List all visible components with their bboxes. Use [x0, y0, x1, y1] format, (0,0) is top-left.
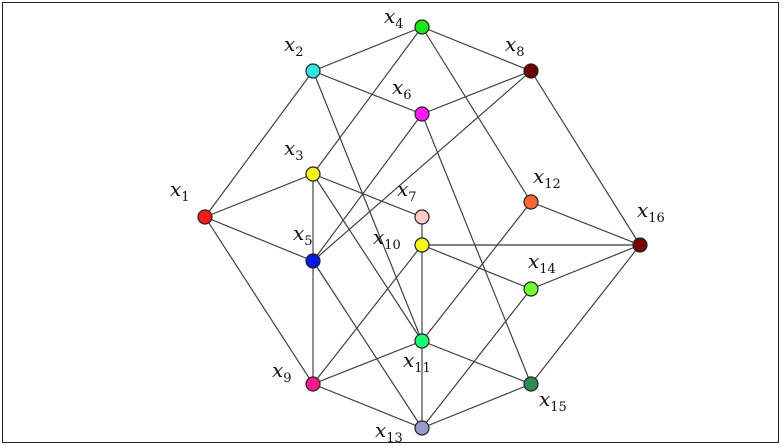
edge-x11-x15: [421, 340, 532, 385]
vertex-x10: [414, 237, 430, 253]
edge-x14-x16: [530, 244, 641, 290]
edge-x3-x7: [312, 173, 423, 218]
vertex-x7: [414, 209, 430, 225]
vertex-label-subscript: 12: [544, 177, 561, 192]
edge-x5-x6: [312, 113, 423, 262]
vertex-label-letter: x: [170, 177, 181, 201]
vertex-label-letter: x: [375, 418, 386, 442]
vertex-label-subscript: 9: [283, 371, 291, 386]
diagram-frame: [2, 2, 779, 443]
vertex-label-x15: x15: [539, 387, 567, 415]
edge-x11-x12: [421, 201, 532, 342]
edge-x13-x14: [421, 288, 532, 429]
vertex-x5: [305, 253, 321, 269]
edge-x4-x12: [421, 26, 532, 203]
edge-x5-x13: [312, 260, 423, 429]
vertex-label-letter: x: [293, 221, 304, 245]
vertex-label-letter: x: [272, 358, 283, 382]
edge-x12-x16: [530, 201, 641, 246]
vertex-label-x16: x16: [637, 198, 665, 226]
edge-x3-x11: [312, 173, 423, 342]
vertex-label-subscript: 1: [181, 190, 189, 205]
vertex-label-x7: x7: [397, 177, 417, 205]
vertex-label-letter: x: [392, 75, 403, 99]
vertex-label-subscript: 5: [304, 234, 312, 249]
edge-x9-x13: [312, 383, 423, 429]
edge-x4-x8: [421, 26, 532, 72]
vertex-x9: [305, 376, 321, 392]
vertex-label-letter: x: [505, 32, 516, 56]
edge-x15-x16: [530, 244, 641, 385]
vertex-x13: [414, 420, 430, 436]
edge-x6-x8: [421, 70, 532, 115]
vertex-label-letter: x: [384, 4, 395, 28]
edge-x6-x15: [421, 113, 532, 385]
vertex-label-x10: x10: [373, 225, 401, 253]
edge-x10-x14: [421, 244, 532, 290]
vertex-x8: [523, 63, 539, 79]
vertex-x14: [523, 281, 539, 297]
vertex-label-x9: x9: [272, 358, 292, 386]
vertex-label-subscript: 16: [648, 211, 665, 226]
vertex-label-letter: x: [373, 225, 384, 249]
vertex-x12: [523, 194, 539, 210]
vertex-label-subscript: 3: [295, 149, 303, 164]
vertex-label-x8: x8: [505, 32, 525, 60]
vertex-label-subscript: 6: [403, 88, 411, 103]
nodes-layer: [197, 19, 648, 436]
edge-x9-x11: [312, 340, 423, 385]
vertex-x16: [632, 237, 648, 253]
edge-x1-x2: [204, 70, 314, 218]
vertex-label-subscript: 8: [516, 45, 524, 60]
edge-x9-x10: [312, 244, 423, 385]
edge-x8-x16: [530, 70, 641, 246]
vertex-label-x14: x14: [528, 249, 556, 277]
vertex-label-subscript: 2: [295, 45, 303, 60]
vertex-label-x12: x12: [533, 164, 561, 192]
vertex-label-subscript: 13: [386, 431, 403, 446]
vertex-label-letter: x: [284, 136, 295, 160]
vertex-label-subscript: 10: [384, 238, 401, 253]
edge-x1-x5: [204, 216, 314, 262]
vertex-x4: [414, 19, 430, 35]
vertex-label-letter: x: [284, 32, 295, 56]
edge-x5-x8: [312, 70, 532, 262]
vertex-label-letter: x: [528, 249, 539, 273]
vertex-label-x3: x3: [284, 136, 304, 164]
vertex-label-x5: x5: [293, 221, 313, 249]
vertex-label-letter: x: [397, 177, 408, 201]
vertex-label-letter: x: [539, 387, 550, 411]
vertex-label-subscript: 14: [539, 262, 556, 277]
vertex-x3: [305, 166, 321, 182]
vertex-label-x1: x1: [170, 177, 190, 205]
vertex-label-subscript: 11: [414, 361, 431, 376]
edge-x13-x15: [421, 383, 532, 429]
edges-layer: [204, 26, 641, 429]
vertex-label-letter: x: [637, 198, 648, 222]
vertex-label-letter: x: [403, 348, 414, 372]
vertex-x6: [414, 106, 430, 122]
edge-x1-x9: [204, 216, 314, 385]
edge-x2-x4: [312, 26, 423, 72]
vertex-label-x4: x4: [384, 4, 404, 32]
vertex-x11: [414, 333, 430, 349]
edge-x2-x11: [312, 70, 423, 342]
vertex-label-subscript: 4: [395, 17, 403, 32]
edge-x3-x4: [312, 26, 423, 175]
vertex-label-x11: x11: [403, 348, 431, 376]
vertex-label-subscript: 15: [550, 400, 567, 415]
vertex-x1: [197, 209, 213, 225]
edge-x1-x3: [204, 173, 314, 218]
vertex-label-letter: x: [533, 164, 544, 188]
vertex-x2: [305, 63, 321, 79]
edge-x2-x6: [312, 70, 423, 115]
vertex-label-subscript: 7: [408, 190, 416, 205]
vertex-label-x6: x6: [392, 75, 412, 103]
vertex-label-x2: x2: [284, 32, 304, 60]
vertex-x15: [523, 376, 539, 392]
vertex-label-x13: x13: [375, 418, 403, 446]
